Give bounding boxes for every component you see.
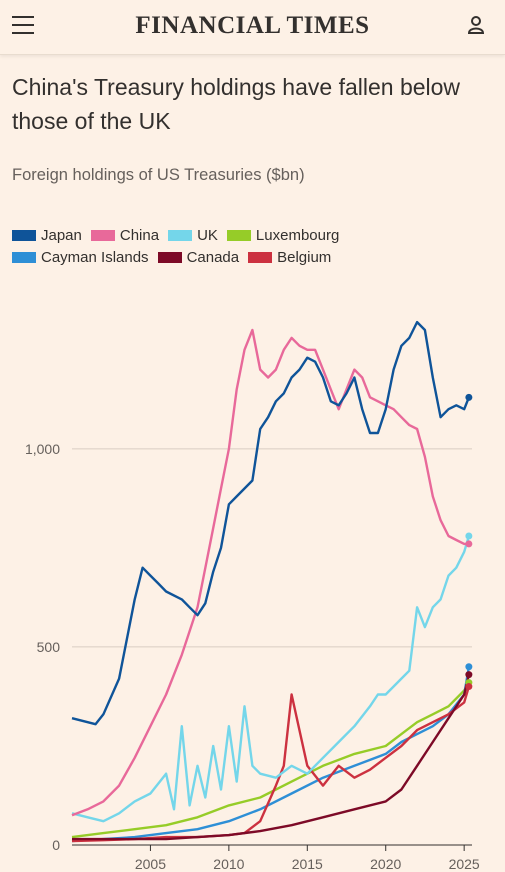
end-marker-cayman-islands [465,663,473,671]
legend-item-china: China [90,226,160,244]
end-marker-japan [465,393,473,401]
x-tick-label: 2020 [370,856,401,872]
chart-title: China's Treasury holdings have fallen be… [12,74,461,134]
x-tick-label: 2025 [449,856,480,872]
legend-swatch-luxembourg [226,229,251,241]
end-marker-canada [465,671,473,679]
legend-item-canada: Canada [157,248,240,266]
end-marker-belgium [465,683,473,691]
series-lines [71,320,471,843]
legend-swatch-uk [168,229,193,241]
legend-item-belgium: Belgium [248,249,331,266]
hamburger-menu-icon[interactable] [12,16,34,34]
legend-label-canada: Canada [186,248,240,266]
y-tick-label: 0 [52,837,60,853]
legend-label-luxembourg: Luxembourg [255,226,340,244]
series-line-japan [71,320,471,726]
line-chart: 0 500 1,000 2005 2010 2015 2020 2025 [25,320,480,872]
legend-row-2: Cayman Islands Canada Belgium [12,246,502,268]
brand-logo[interactable]: FINANCIAL TIMES [135,12,370,39]
legend-swatch-china [90,229,115,241]
legend-item-luxembourg: Luxembourg [226,226,340,244]
user-icon[interactable] [467,15,485,35]
y-tick-label: 500 [37,639,61,655]
series-end-markers [465,393,473,691]
series-line-cayman-islands [71,666,471,843]
chart-legend: Japan China UK Luxembourg Cayman Islands… [12,224,502,268]
legend-swatch-cayman-islands [12,251,36,263]
legend-label-uk: UK [197,226,218,244]
series-line-luxembourg [71,681,470,839]
y-tick-label: 1,000 [25,441,60,457]
series-line-uk [71,535,471,823]
x-tick-label: 2005 [135,856,166,872]
legend-swatch-japan [12,229,36,241]
x-tick-label: 2010 [213,856,244,872]
gridlines [72,448,472,648]
top-bar: FINANCIAL TIMES [0,0,505,55]
legend-label-cayman-islands: Cayman Islands [41,248,149,266]
end-marker-china [465,540,473,548]
end-marker-uk [465,532,473,540]
legend-item-uk: UK [168,227,218,244]
legend-swatch-canada [157,251,182,263]
legend-label-belgium: Belgium [277,248,332,266]
legend-item-cayman-islands: Cayman Islands [12,249,149,266]
chart-subtitle: Foreign holdings of US Treasuries ($bn) [12,166,305,184]
x-tick-label: 2015 [292,856,323,872]
legend-label-japan: Japan [41,226,82,244]
series-line-china [71,328,469,817]
legend-row-1: Japan China UK Luxembourg [12,224,502,246]
legend-label-china: China [119,226,160,244]
axes: 0 500 1,000 2005 2010 2015 2020 2025 [25,441,480,872]
legend-item-japan: Japan [12,227,82,244]
series-line-canada [72,674,471,841]
legend-swatch-belgium [248,251,273,263]
